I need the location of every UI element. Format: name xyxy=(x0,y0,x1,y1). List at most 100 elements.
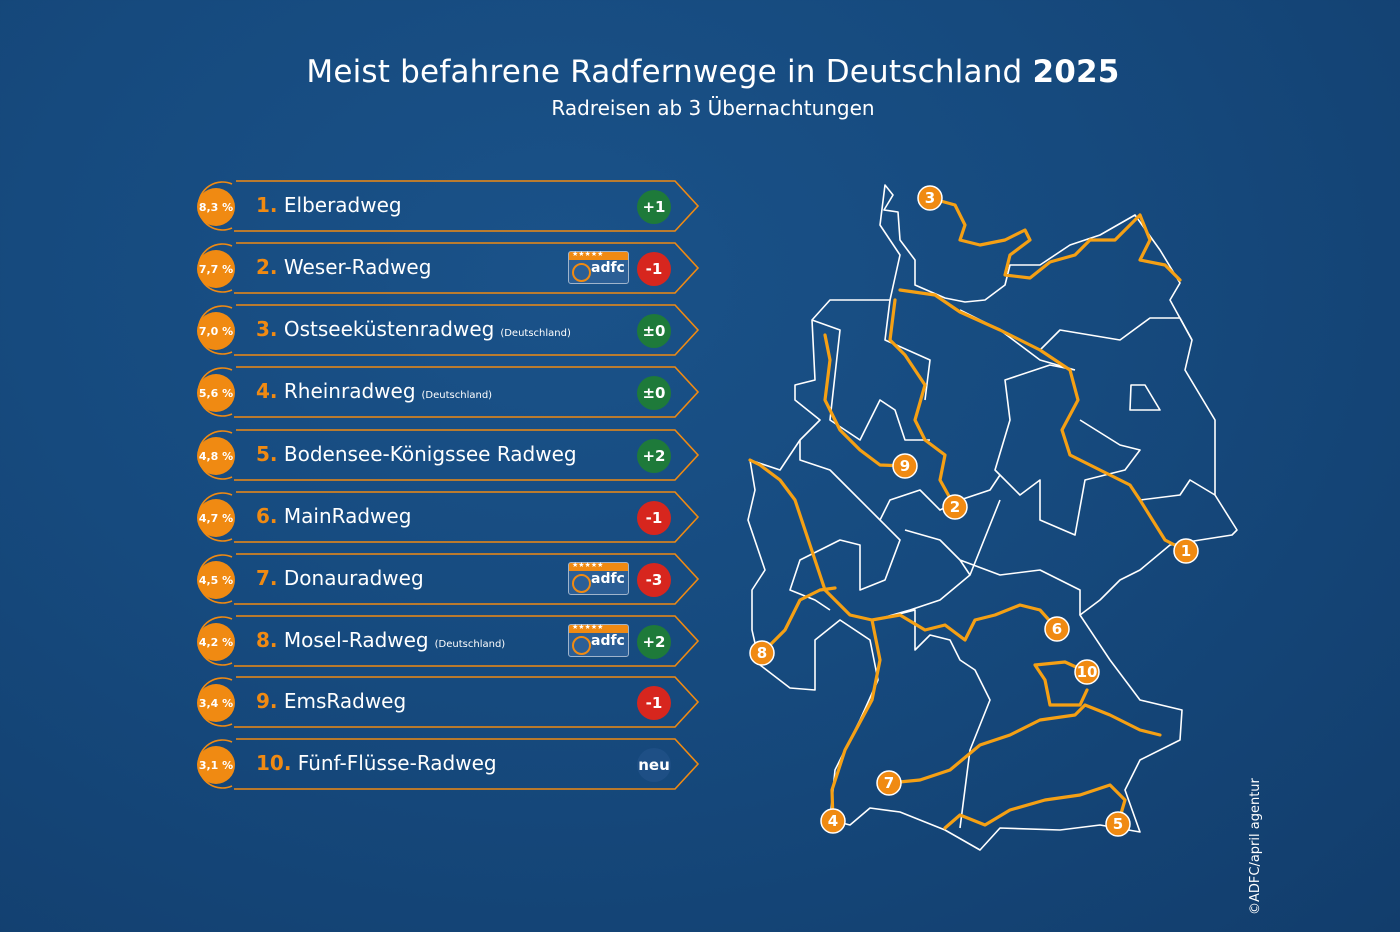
route-name: 7. Donauradweg xyxy=(256,566,430,590)
share-badge: 7,7 % xyxy=(197,250,235,288)
route-elberadweg xyxy=(898,288,1188,553)
rank: 3. xyxy=(256,317,278,341)
ranking-row: 7,0 % 3. Ostseeküstenradweg (Deutschland)… xyxy=(190,304,700,358)
stars-icon: ★★★★★ xyxy=(572,623,604,631)
adfc-logo-icon xyxy=(572,263,591,282)
rank: 2. xyxy=(256,255,278,279)
title-year: 2025 xyxy=(1032,54,1120,90)
share-badge: 4,2 % xyxy=(197,623,235,661)
rank-change-badge: -1 xyxy=(637,252,671,286)
copyright: ©ADFC/april agentur xyxy=(1248,778,1263,915)
ranking-row: 4,7 % 6. MainRadweg -1 xyxy=(190,491,700,545)
rank-change-badge: -1 xyxy=(637,686,671,720)
route-mainradweg xyxy=(870,603,1059,642)
germany-outline xyxy=(747,184,1238,851)
route-name: 4. Rheinradweg (Deutschland) xyxy=(256,379,492,403)
share-badge: 5,6 % xyxy=(197,374,235,412)
rank-change-badge: +2 xyxy=(637,625,671,659)
route-label: Fünf-Flüsse-Radweg xyxy=(297,751,497,775)
rank-change-badge: +2 xyxy=(637,439,671,473)
stars-icon: ★★★★★ xyxy=(572,250,604,258)
map-marker xyxy=(820,808,846,834)
rank-change-badge: -3 xyxy=(637,563,671,597)
share-badge: 7,0 % xyxy=(197,312,235,350)
rank: 7. xyxy=(256,566,278,590)
map-marker-label: 5 xyxy=(1113,815,1123,833)
map-marker xyxy=(892,453,918,479)
germany-map: 1 2 3 4 5 6 7 8 9 10 xyxy=(747,184,1238,851)
share-badge: 4,7 % xyxy=(197,499,235,537)
route-name: 5. Bodensee-Königssee Radweg xyxy=(256,442,583,466)
route-note: (Deutschland) xyxy=(434,639,506,650)
route-label: Ostseeküstenradweg xyxy=(283,317,495,341)
map-marker xyxy=(876,770,902,796)
share-badge: 3,1 % xyxy=(197,746,235,784)
route-note: (Deutschland) xyxy=(500,328,571,339)
ranking-row: 3,1 % 10. Fünf-Flüsse-Radweg neu xyxy=(190,738,700,792)
rank-change-badge: ±0 xyxy=(637,376,671,410)
share-badge: 3,4 % xyxy=(197,684,235,722)
adfc-logo-icon xyxy=(572,636,591,655)
map-marker-label: 10 xyxy=(1077,663,1098,681)
route-weser-radweg xyxy=(888,298,957,509)
route-label: Weser-Radweg xyxy=(283,255,432,279)
share-badge: 8,3 % xyxy=(197,188,235,226)
route-bodensee-koenigssee xyxy=(943,783,1127,830)
rank-change-badge: -1 xyxy=(637,501,671,535)
rank: 4. xyxy=(256,379,278,403)
adfc-label: adfc xyxy=(591,571,625,587)
share-badge: 4,8 % xyxy=(197,437,235,475)
route-label: Elberadweg xyxy=(283,193,402,217)
route-name: 2. Weser-Radweg xyxy=(256,255,437,279)
rank-change-badge: +1 xyxy=(637,190,671,224)
route-ostseekuestenradweg xyxy=(928,196,1182,282)
route-name: 10. Fünf-Flüsse-Radweg xyxy=(256,751,503,775)
rank: 9. xyxy=(256,689,278,713)
route-label: Donauradweg xyxy=(283,566,424,590)
route-label: MainRadweg xyxy=(283,504,412,528)
ranking-row: 7,7 % 2. Weser-Radweg ★★★★★ adfc -1 xyxy=(190,242,700,296)
adfc-quality-badge: ★★★★★ adfc xyxy=(568,623,629,657)
rank-change-badge: neu xyxy=(637,748,671,782)
route-note: (Deutschland) xyxy=(421,390,493,401)
route-name: 8. Mosel-Radweg (Deutschland) xyxy=(256,628,505,652)
ranking-row: 4,5 % 7. Donauradweg ★★★★★ adfc -3 xyxy=(190,553,700,607)
route-name: 3. Ostseeküstenradweg (Deutschland) xyxy=(256,317,571,341)
route-label: EmsRadweg xyxy=(283,689,407,713)
map-marker xyxy=(749,640,775,666)
map-marker-label: 6 xyxy=(1052,620,1062,638)
route-rheinradweg xyxy=(748,458,882,823)
ranking-row: 8,3 % 1. Elberadweg +1 xyxy=(190,180,700,234)
route-label: Bodensee-Königssee Radweg xyxy=(283,442,577,466)
rank: 8. xyxy=(256,628,278,652)
map-marker xyxy=(1173,538,1199,564)
map-marker xyxy=(1074,659,1100,685)
route-name: 6. MainRadweg xyxy=(256,504,417,528)
map-marker-label: 8 xyxy=(757,644,767,662)
ranking-row: 4,8 % 5. Bodensee-Königssee Radweg +2 xyxy=(190,429,700,483)
title-text: Meist befahrene Radfernwege in Deutschla… xyxy=(306,54,1023,90)
map-marker xyxy=(942,494,968,520)
route-emsradweg xyxy=(823,333,907,468)
stars-icon: ★★★★★ xyxy=(572,561,604,569)
map-marker-label: 9 xyxy=(900,457,910,475)
map-marker-label: 3 xyxy=(925,189,935,207)
rank-change-badge: ±0 xyxy=(637,314,671,348)
map-marker xyxy=(1044,616,1070,642)
route-name: 1. Elberadweg xyxy=(256,193,408,217)
ranking-row: 4,2 % 8. Mosel-Radweg (Deutschland) ★★★★★… xyxy=(190,615,700,669)
page-title: Meist befahrene Radfernwege in Deutschla… xyxy=(0,54,1400,90)
rank: 1. xyxy=(256,193,278,217)
rank: 10. xyxy=(256,751,292,775)
route-label: Rheinradweg xyxy=(283,379,416,403)
route-label: Mosel-Radweg xyxy=(283,628,429,652)
map-marker-label: 4 xyxy=(828,812,838,830)
rank: 5. xyxy=(256,442,278,466)
ranking-row: 5,6 % 4. Rheinradweg (Deutschland) ±0 xyxy=(190,366,700,420)
map-marker xyxy=(1105,811,1131,837)
map-marker xyxy=(917,185,943,211)
route-mosel-radweg xyxy=(760,586,837,655)
map-marker-label: 2 xyxy=(950,498,960,516)
route-name: 9. EmsRadweg xyxy=(256,689,412,713)
ranking-row: 3,4 % 9. EmsRadweg -1 xyxy=(190,676,700,730)
